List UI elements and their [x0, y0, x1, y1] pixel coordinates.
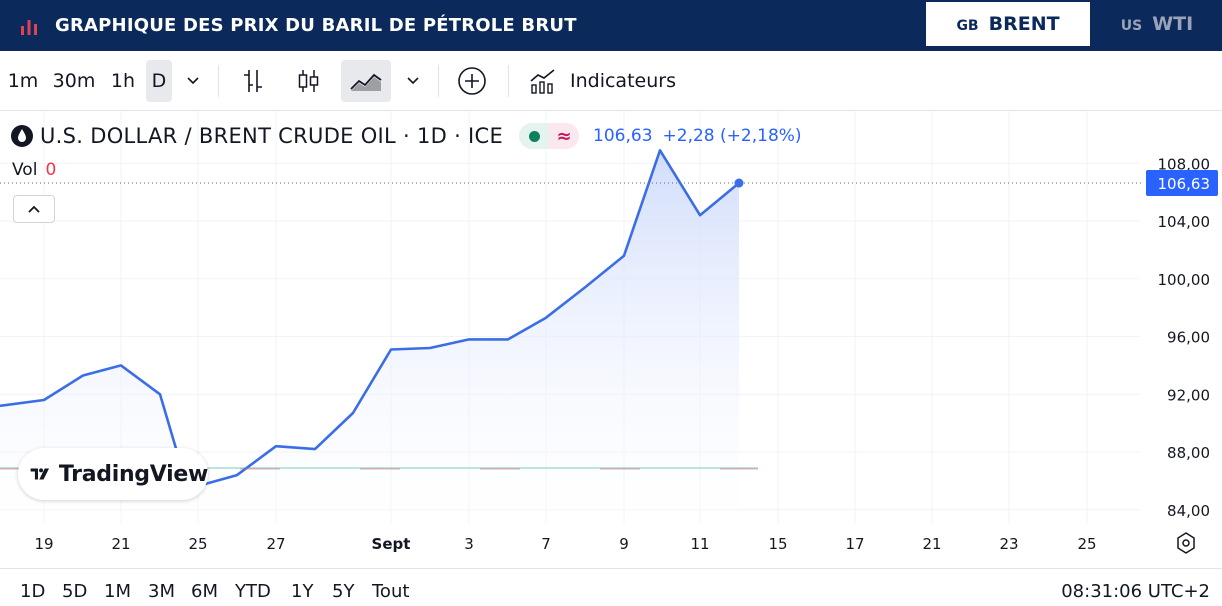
- market-open-icon: [519, 123, 550, 149]
- tradingview-logo[interactable]: TradingView: [18, 448, 208, 500]
- last-price-label-bg: [1146, 170, 1218, 197]
- y-tick-label: 92,00: [1167, 386, 1210, 404]
- y-tick-label: 88,00: [1167, 444, 1210, 462]
- y-tick-label: 100,00: [1158, 271, 1211, 289]
- last-price-marker: [734, 178, 744, 188]
- bar-chart-icon: [21, 20, 37, 35]
- interval-30m-button[interactable]: 30m: [52, 70, 96, 92]
- interval-chevron-down-icon[interactable]: [180, 60, 206, 102]
- tradingview-mark-icon: [30, 468, 50, 480]
- volume-legend: Vol 0: [12, 160, 56, 180]
- range-6m-button[interactable]: 6M: [191, 581, 218, 602]
- y-tick-label: 108,00: [1158, 155, 1211, 173]
- x-tick-label: 19: [34, 535, 53, 553]
- area-style-icon[interactable]: [341, 60, 391, 102]
- range-1m-button[interactable]: 1M: [104, 581, 131, 602]
- chart-settings-icon: [1177, 532, 1195, 554]
- oil-drop-icon: [11, 125, 33, 147]
- x-tick-label: Sept: [372, 535, 411, 553]
- country-code: GB: [956, 18, 979, 34]
- x-tick-label: 17: [845, 535, 864, 553]
- x-tick-label: 25: [188, 535, 207, 553]
- price-line: [0, 149, 740, 486]
- x-tick-label: 7: [541, 535, 551, 553]
- volume-value: 0: [45, 160, 57, 180]
- compare-plus-icon[interactable]: [452, 60, 492, 102]
- symbol-title[interactable]: U.S. DOLLAR / BRENT CRUDE OIL · 1D · ICE: [40, 124, 504, 148]
- indicators-label: Indicateurs: [570, 70, 676, 92]
- x-tick-label: 9: [619, 535, 629, 553]
- interval-1m-button[interactable]: 1m: [7, 70, 39, 92]
- range-5d-button[interactable]: 5D: [62, 581, 88, 602]
- interval-1h-button[interactable]: 1h: [110, 70, 136, 92]
- delayed-data-icon: ≈: [549, 123, 580, 149]
- x-tick-label: 3: [464, 535, 474, 553]
- range-1d-button[interactable]: 1D: [20, 581, 46, 602]
- tradingview-text: TradingView: [58, 461, 208, 487]
- bar-style-icon[interactable]: [234, 60, 272, 102]
- x-tick-label: 21: [111, 535, 130, 553]
- chart-style-chevron-down-icon[interactable]: [400, 60, 426, 102]
- y-axis: 108,00 104,00 100,00 96,00 92,00 88,00 84,00: [1158, 155, 1211, 520]
- top-banner: GRAPHIQUE DES PRIX DU BARIL DE PÉTROLE B…: [0, 0, 1222, 51]
- y-tick-label: 104,00: [1158, 213, 1211, 231]
- x-tick-label: 25: [1077, 535, 1096, 553]
- toolbar-divider: [508, 65, 509, 97]
- tab-wti[interactable]: US WTI: [1092, 2, 1222, 46]
- bottom-bar: 1D 5D 1M 3M 6M YTD 1Y 5Y Tout 08:31:06 U…: [0, 568, 1222, 606]
- chevron-up-icon: [28, 205, 40, 213]
- range-ytd-button[interactable]: YTD: [235, 581, 271, 602]
- chart-toolbar: 1m 30m 1h D Indicateurs: [0, 51, 1222, 111]
- price-overlay: 106,63: [0, 170, 1218, 554]
- last-price-label: 106,63: [1158, 175, 1211, 193]
- x-tick-label: 15: [768, 535, 787, 553]
- symbol-legend: U.S. DOLLAR / BRENT CRUDE OIL · 1D · ICE…: [10, 122, 802, 150]
- range-3m-button[interactable]: 3M: [148, 581, 175, 602]
- x-tick-label: 27: [266, 535, 285, 553]
- tab-label: WTI: [1152, 13, 1194, 35]
- x-tick-label: 11: [690, 535, 709, 553]
- legend-change: +2,28 (+2,18%): [662, 126, 802, 146]
- indicators-button[interactable]: Indicateurs: [524, 60, 688, 102]
- range-all-button[interactable]: Tout: [372, 581, 410, 602]
- x-axis: 19 21 25 27 Sept 3 7 9 11 15 17 21 23 25: [34, 535, 1096, 553]
- toolbar-divider: [218, 65, 219, 97]
- utc-clock[interactable]: 08:31:06 UTC+2: [1061, 581, 1210, 602]
- legend-price: 106,63: [593, 126, 653, 146]
- market-status-badge[interactable]: ≈: [519, 123, 580, 149]
- price-chart[interactable]: 19 21 25 27 Sept 3 7 9 11 15 17 21 23 25 108,00 104,00…: [0, 111, 1222, 568]
- range-1y-button[interactable]: 1Y: [291, 581, 314, 602]
- page-title: GRAPHIQUE DES PRIX DU BARIL DE PÉTROLE B…: [55, 15, 577, 36]
- area-fill: [0, 150, 739, 525]
- settings-hexagon: [1177, 532, 1195, 554]
- settings-center: [1182, 539, 1190, 547]
- y-tick-label: 84,00: [1167, 502, 1210, 520]
- x-tick-label: 23: [999, 535, 1018, 553]
- range-5y-button[interactable]: 5Y: [332, 581, 355, 602]
- country-code: US: [1120, 18, 1143, 34]
- tab-brent[interactable]: GB BRENT: [926, 2, 1090, 46]
- y-tick-label: 96,00: [1167, 329, 1210, 347]
- indicators-icon: [530, 69, 555, 94]
- interval-d-button[interactable]: D: [146, 60, 172, 102]
- toolbar-divider: [438, 65, 439, 97]
- tab-label: BRENT: [988, 13, 1060, 35]
- volume-label: Vol: [12, 160, 38, 180]
- candle-style-icon[interactable]: [290, 60, 328, 102]
- x-tick-label: 21: [922, 535, 941, 553]
- collapse-legend-button[interactable]: [13, 195, 55, 223]
